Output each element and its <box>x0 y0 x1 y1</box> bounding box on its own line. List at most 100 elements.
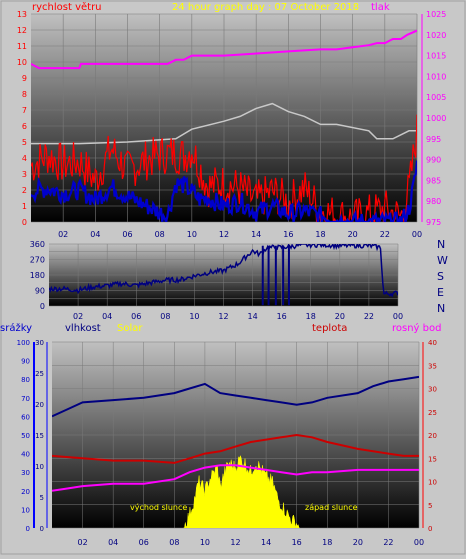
x-tick-label: 04 <box>102 312 112 321</box>
wind-tick-label: 8 <box>22 90 27 99</box>
humidity-tick-label: 20 <box>35 401 44 409</box>
wind-direction-line <box>49 244 398 298</box>
wind-tick-label: 13 <box>17 10 27 19</box>
x-tick-label: 20 <box>353 538 363 547</box>
wind-direction-series-layer <box>49 244 398 306</box>
humidity-tick-label: 25 <box>35 370 44 378</box>
pressure-tick-label: 1005 <box>426 93 446 102</box>
x-tick-label: 04 <box>108 538 118 547</box>
humidity-axis-ticks: 0 5 10 15 20 25 30 <box>35 339 44 533</box>
temperature-series-layer <box>52 375 419 528</box>
compass-label-w: W <box>437 254 448 267</box>
rain-tick-label: 40 <box>21 451 30 459</box>
temperature-tick-label: 10 <box>428 479 437 487</box>
x-tick-label: 12 <box>230 538 240 547</box>
x-tick-label: 14 <box>251 230 261 239</box>
temperature-x-ticks: 02 04 06 08 10 12 14 16 18 20 22 00 <box>77 538 424 547</box>
pressure-tick-label: 1010 <box>426 72 446 81</box>
x-tick-label: 16 <box>283 230 293 239</box>
x-tick-label: 00 <box>412 230 422 239</box>
solar-label: Solar <box>117 323 143 334</box>
x-tick-label: 16 <box>292 538 302 547</box>
x-tick-label: 10 <box>189 312 199 321</box>
wind-tick-label: 2 <box>22 186 27 195</box>
temperature-line <box>52 433 419 464</box>
x-tick-label: 22 <box>380 230 390 239</box>
rain-label: srážky <box>0 322 32 334</box>
wind-tick-label: 3 <box>22 170 27 179</box>
temperature-tick-label: 35 <box>428 362 437 370</box>
x-tick-label: 00 <box>414 538 424 547</box>
x-tick-label: 06 <box>131 312 141 321</box>
x-tick-label: 04 <box>90 230 100 239</box>
temperature-tick-label: 20 <box>428 432 437 440</box>
direction-tick-label: 0 <box>40 302 45 311</box>
pressure-tick-label: 1000 <box>426 114 446 123</box>
x-tick-label: 22 <box>364 312 374 321</box>
rain-tick-label: 50 <box>21 432 30 440</box>
wind-tick-label: 0 <box>22 218 27 227</box>
x-tick-label: 14 <box>261 538 271 547</box>
sunset-annotation: západ slunce <box>305 503 358 512</box>
compass-label-n: N <box>437 302 445 315</box>
humidity-tick-label: 0 <box>40 525 44 533</box>
x-tick-label: 12 <box>219 230 229 239</box>
pressure-tick-label: 1025 <box>426 10 446 19</box>
x-tick-label: 18 <box>322 538 332 547</box>
x-tick-label: 02 <box>58 230 68 239</box>
x-tick-label: 08 <box>160 312 170 321</box>
direction-tick-label: 180 <box>30 271 45 280</box>
pressure-tick-label: 975 <box>426 218 441 227</box>
rain-axis-ticks: 0 10 20 30 40 50 60 70 80 90 100 <box>17 339 30 533</box>
wind-grid <box>31 13 418 223</box>
wind-direction-x-ticks: 02 04 06 08 10 12 14 16 18 20 22 00 <box>73 312 403 321</box>
direction-tick-label: 90 <box>35 287 45 296</box>
rain-tick-label: 10 <box>21 506 30 514</box>
humidity-tick-label: 10 <box>35 463 44 471</box>
rain-tick-label: 0 <box>26 525 30 533</box>
dewpoint-line <box>52 464 419 492</box>
wind-direction-grid <box>49 243 399 307</box>
x-tick-label: 12 <box>218 312 228 321</box>
wind-direction-ticks: 0 90 180 270 360 <box>30 240 45 311</box>
x-tick-label: 18 <box>315 230 325 239</box>
x-tick-label: 22 <box>383 538 393 547</box>
x-tick-label: 18 <box>306 312 316 321</box>
wind-x-ticks: 02 04 06 08 10 12 14 16 18 20 22 00 <box>58 230 422 239</box>
humidity-tick-label: 15 <box>35 432 44 440</box>
wind-average-line <box>31 160 417 222</box>
pressure-label: tlak <box>371 2 390 13</box>
x-tick-label: 02 <box>73 312 83 321</box>
temperature-label: teplota <box>312 323 347 334</box>
x-tick-label: 06 <box>139 538 149 547</box>
x-tick-label: 20 <box>335 312 345 321</box>
pressure-tick-label: 990 <box>426 156 441 165</box>
pressure-tick-label: 1015 <box>426 52 446 61</box>
wind-tick-label: 10 <box>17 58 27 67</box>
wind-tick-label: 1 <box>22 202 27 211</box>
wind-tick-label: 6 <box>22 122 27 131</box>
direction-tick-label: 360 <box>30 240 45 249</box>
pressure-tick-label: 1020 <box>426 31 446 40</box>
rain-tick-label: 20 <box>21 488 30 496</box>
x-tick-label: 08 <box>169 538 179 547</box>
x-tick-label: 20 <box>348 230 358 239</box>
wind-tick-label: 11 <box>17 42 27 51</box>
compass-label-n: N <box>437 238 445 251</box>
wind-tick-label: 5 <box>22 138 27 147</box>
rain-tick-label: 30 <box>21 469 30 477</box>
humidity-line <box>52 375 419 418</box>
temperature-tick-label: 25 <box>428 409 437 417</box>
compass-label-e: E <box>437 286 444 299</box>
sunrise-annotation: východ slunce <box>130 503 187 512</box>
temperature-panel: 0 10 20 30 40 50 60 70 80 90 100 0 5 10 15 20 25 30 0 5 10… <box>0 322 441 547</box>
rain-tick-label: 60 <box>21 413 30 421</box>
x-tick-label: 10 <box>200 538 210 547</box>
pressure-axis-ticks: 975 980 985 990 995 1000 1005 1010 1015 1020 1025 <box>421 10 446 227</box>
x-tick-label: 08 <box>155 230 165 239</box>
